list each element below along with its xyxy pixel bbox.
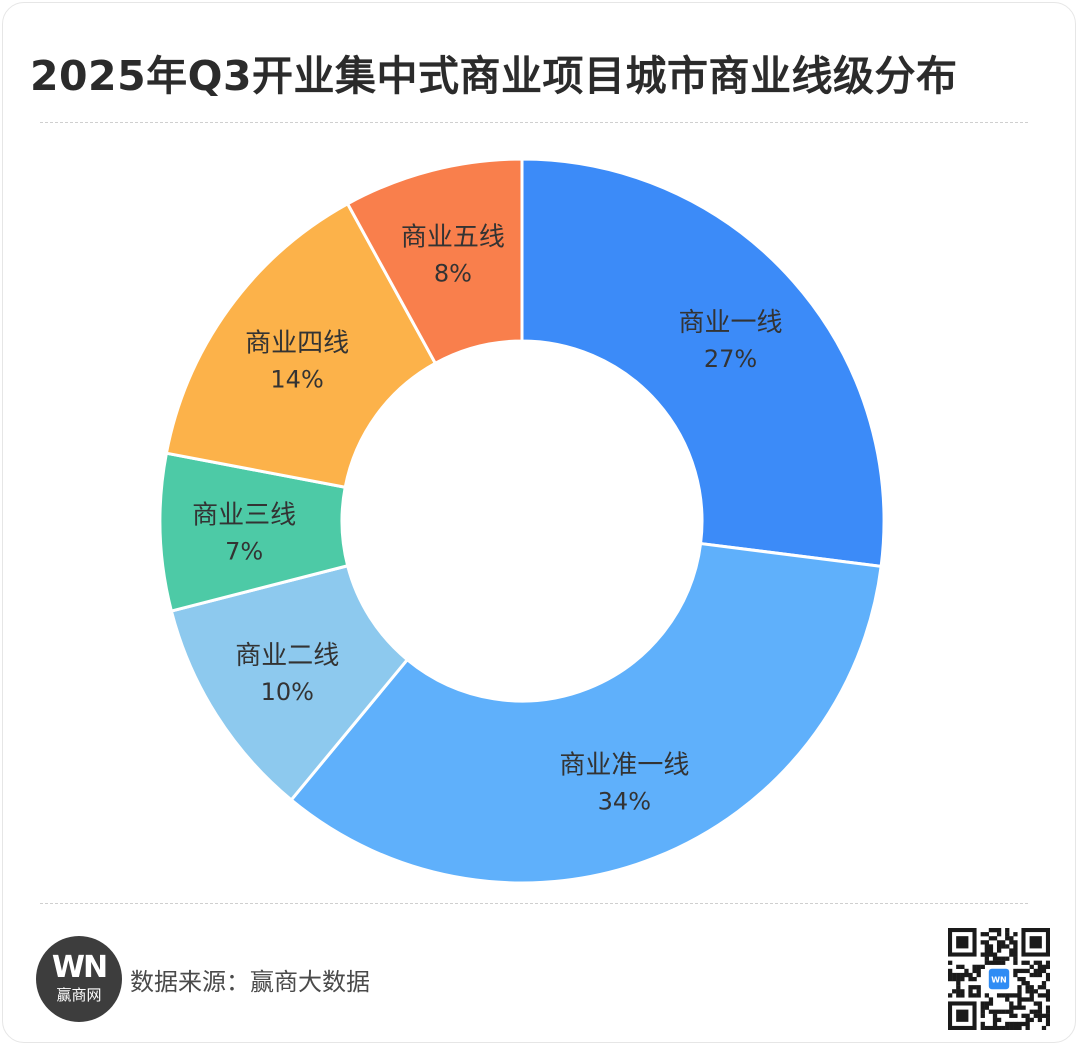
logo-mark: WN [51, 950, 108, 985]
slice-label-4: 商业四线 [245, 329, 349, 359]
qr-code-icon[interactable]: WN [948, 928, 1050, 1030]
qr-badge-text: WN [991, 975, 1007, 984]
slice-label-3: 商业三线 [192, 501, 296, 531]
slice-value-3: 7% [225, 538, 263, 566]
data-source: 数据来源：赢商大数据 [130, 968, 370, 996]
slice-value-5: 8% [434, 260, 472, 288]
slice-value-4: 14% [270, 366, 323, 394]
logo-text: 赢商网 [56, 986, 102, 1004]
slice-value-2: 10% [261, 678, 314, 706]
slice-label-5: 商业五线 [401, 223, 505, 253]
top-divider [40, 122, 1028, 123]
slice-4[interactable] [164, 201, 438, 490]
winshang-logo[interactable]: WN 赢商网 [36, 936, 122, 1022]
slice-label-0: 商业一线 [679, 308, 783, 338]
bottom-divider [40, 903, 1028, 904]
slice-label-2: 商业二线 [235, 641, 339, 671]
slice-label-1: 商业准一线 [559, 750, 689, 780]
chart-title: 2025年Q3开业集中式商业项目城市商业线级分布 [30, 52, 958, 100]
qr-center-badge [988, 968, 1010, 990]
slice-5[interactable] [345, 157, 524, 366]
slice-0[interactable] [520, 157, 886, 569]
slice-value-1: 34% [598, 787, 651, 815]
slice-1[interactable] [289, 541, 883, 885]
slice-value-0: 27% [704, 345, 757, 373]
